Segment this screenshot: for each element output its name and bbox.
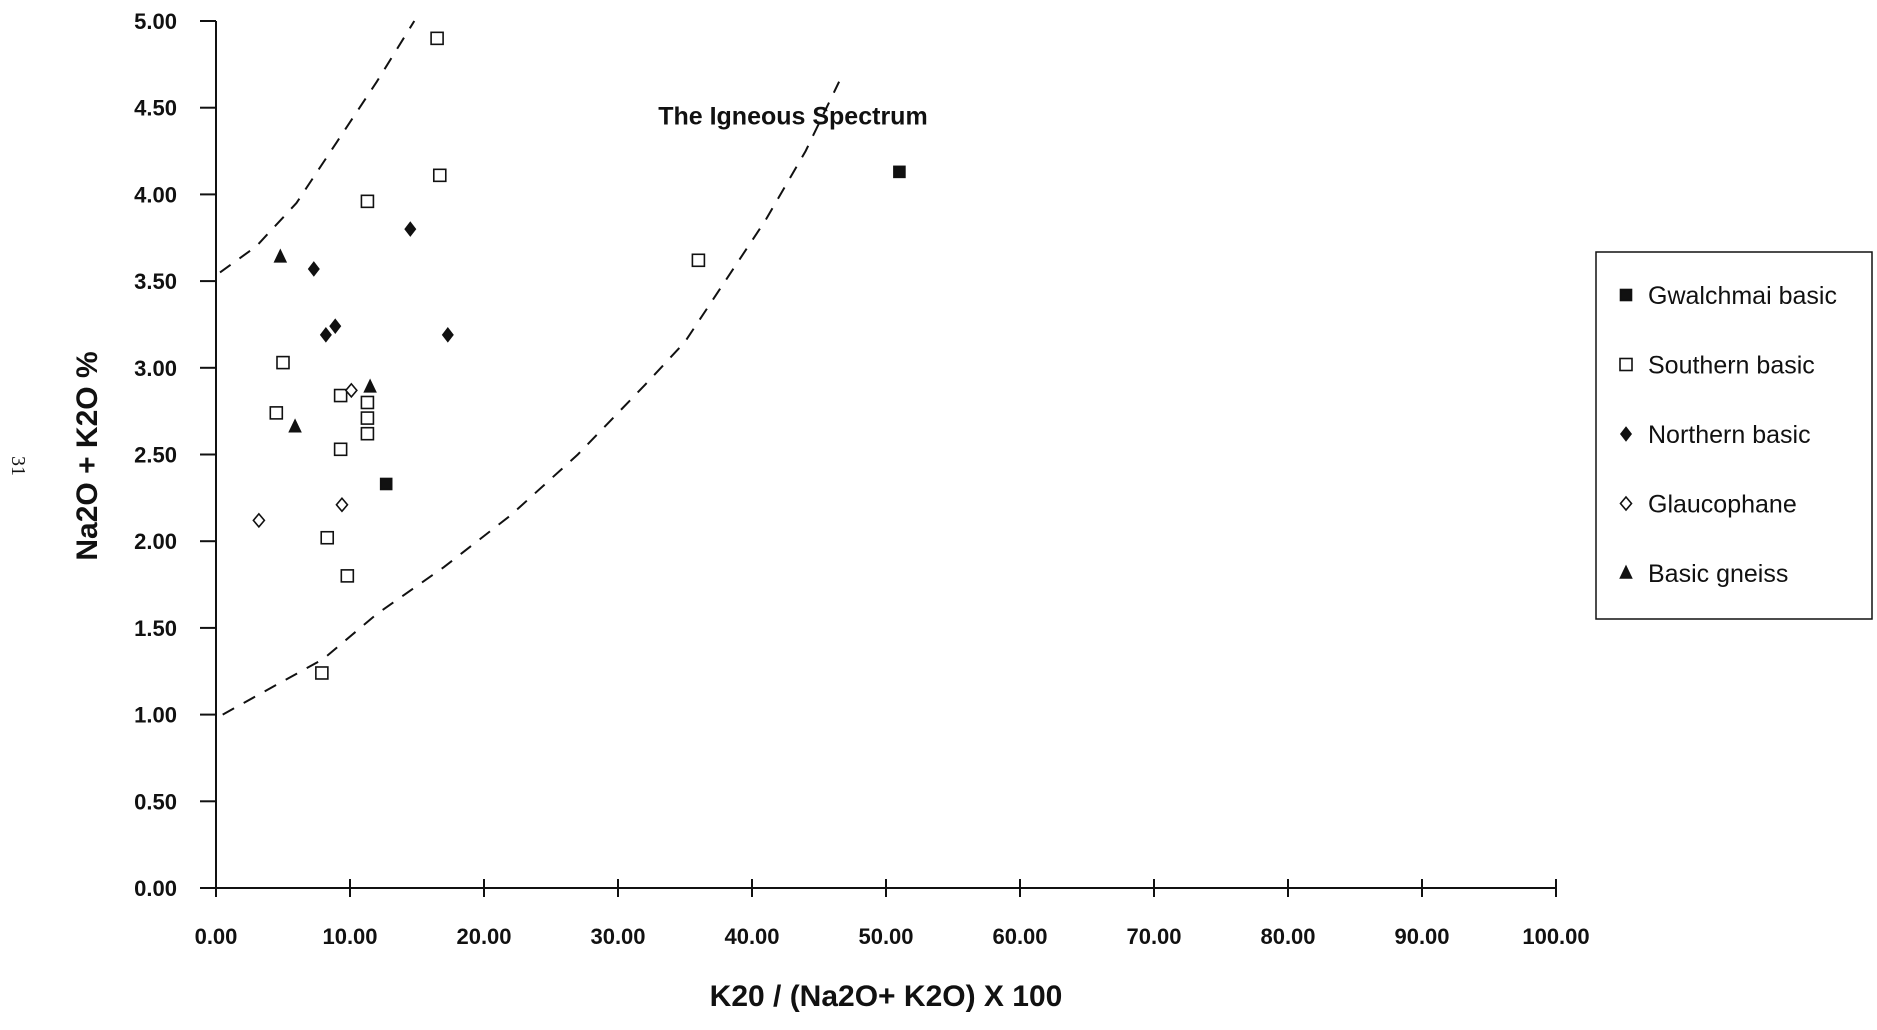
legend: Gwalchmai basic Southern basic Northern ba…	[1595, 251, 1873, 620]
point-northern-basic	[404, 221, 417, 237]
point-gwalchmai-basic	[893, 165, 906, 179]
point-basic-gneiss	[288, 418, 302, 433]
point-southern-basic	[333, 388, 348, 403]
y-tick-label: 0.00	[134, 876, 177, 901]
x-tick-label: 60.00	[992, 924, 1047, 949]
x-tick-label: 10.00	[322, 924, 377, 949]
point-northern-basic	[441, 327, 454, 343]
point-southern-basic	[432, 168, 447, 183]
x-axis-title: K20 / (Na2O+ K2O) X 100	[710, 980, 1063, 1013]
page-number: 31	[7, 456, 29, 476]
x-tick-label: 20.00	[456, 924, 511, 949]
legend-label-glaucophane: Glaucophane	[1648, 491, 1797, 519]
y-tick-label: 4.00	[134, 182, 177, 207]
point-gwalchmai-basic	[379, 477, 393, 491]
y-tick-label: 1.00	[134, 703, 177, 728]
x-tick-label: 0.00	[195, 924, 238, 949]
legend-marker-glaucophane	[1619, 495, 1633, 512]
point-basic-gneiss	[273, 248, 288, 263]
legend-marker-southern-basic	[1619, 357, 1633, 372]
point-northern-basic	[307, 261, 320, 277]
point-glaucophane	[335, 497, 349, 513]
legend-label-northern-basic: Northern basic	[1648, 421, 1811, 449]
point-glaucophane	[344, 382, 358, 399]
y-tick-label: 2.50	[134, 443, 177, 468]
legend-label-gwalchmai-basic: Gwalchmai basic	[1648, 282, 1837, 310]
boundary-curve-upper	[219, 20, 416, 274]
legend-label-southern-basic: Southern basic	[1648, 352, 1815, 380]
x-tick-label: 80.00	[1260, 924, 1315, 949]
point-southern-basic	[360, 411, 375, 425]
x-axis-ticks: 0.00 10.00 20.00 30.00 40.00 50.00 60.00 70.00 8…	[195, 879, 1590, 949]
point-southern-basic	[691, 253, 706, 268]
x-tick-label: 30.00	[590, 924, 645, 949]
y-axis-ticks: 0.00 0.50 1.00 1.50 2.00 2.50 3.00 3.50 4.00 4.50…	[134, 9, 216, 901]
point-basic-gneiss	[363, 378, 377, 393]
point-southern-basic	[333, 442, 348, 457]
y-tick-label: 5.00	[134, 9, 177, 34]
point-southern-basic	[315, 666, 329, 680]
x-tick-label: 40.00	[724, 924, 779, 949]
y-tick-label: 1.50	[134, 616, 177, 641]
point-southern-basic	[320, 530, 335, 545]
y-tick-label: 3.50	[134, 269, 177, 294]
legend-marker-basic-gneiss	[1619, 564, 1633, 579]
y-axis-title: Na2O + K2O %	[71, 351, 104, 560]
legend-box	[1595, 251, 1873, 620]
point-southern-basic	[360, 395, 375, 410]
x-tick-label: 50.00	[858, 924, 913, 949]
point-glaucophane	[252, 512, 266, 529]
point-southern-basic	[430, 31, 444, 46]
axes	[215, 21, 1556, 889]
y-tick-label: 0.50	[134, 789, 177, 814]
point-southern-basic	[360, 426, 375, 441]
annotation-igneous-spectrum: The Igneous Spectrum	[658, 102, 927, 130]
data-points	[252, 31, 906, 680]
point-northern-basic	[329, 318, 342, 334]
x-tick-label: 90.00	[1394, 924, 1449, 949]
legend-marker-gwalchmai-basic	[1619, 288, 1633, 302]
point-southern-basic	[340, 569, 355, 583]
y-tick-label: 2.00	[134, 529, 177, 554]
x-tick-label: 70.00	[1126, 924, 1181, 949]
point-northern-basic	[319, 327, 332, 343]
legend-marker-northern-basic	[1619, 426, 1633, 442]
legend-label-basic-gneiss: Basic gneiss	[1648, 560, 1788, 588]
y-tick-label: 4.50	[134, 96, 177, 121]
x-tick-label: 100.00	[1522, 924, 1589, 949]
point-southern-basic	[276, 355, 290, 370]
y-tick-label: 3.00	[134, 356, 177, 381]
boundary-lines	[219, 20, 841, 716]
boundary-curve-lower	[222, 81, 841, 716]
point-southern-basic	[269, 406, 284, 420]
point-southern-basic	[360, 194, 375, 209]
